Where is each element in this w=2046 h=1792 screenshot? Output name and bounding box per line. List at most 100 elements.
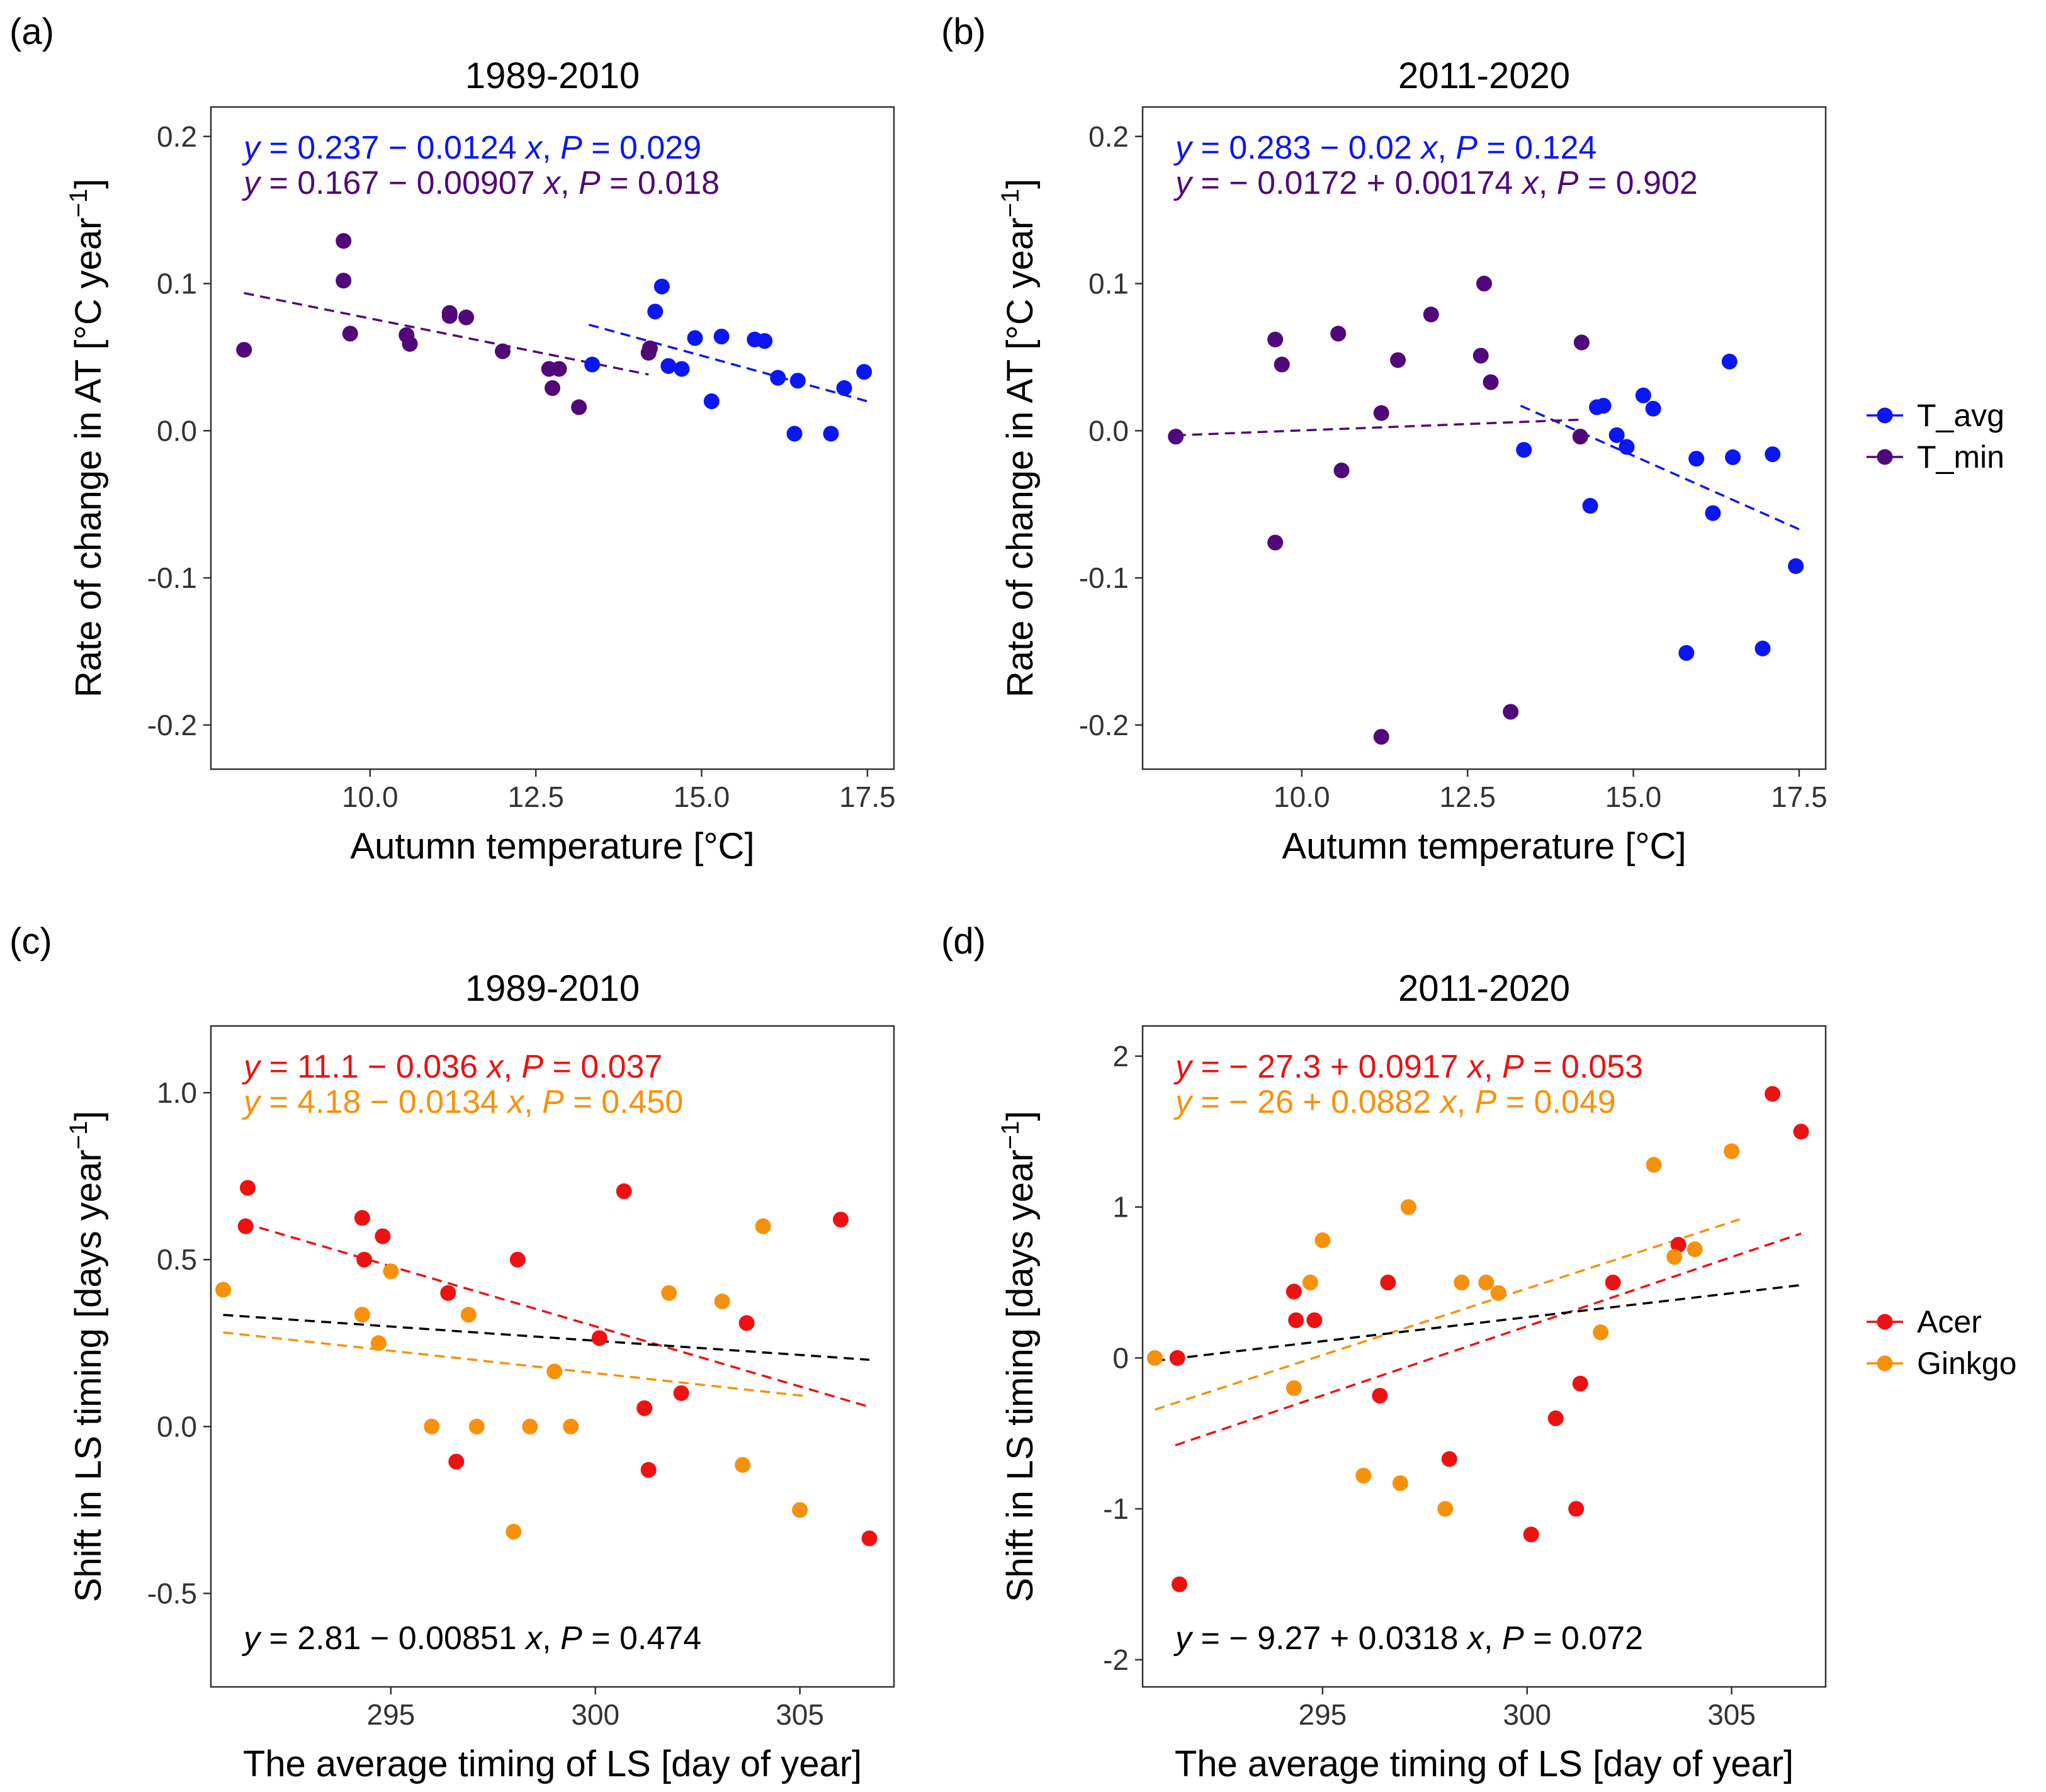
equation-combined: y = 2.81 − 0.00851 x, P = 0.474 xyxy=(242,1620,701,1657)
equation-combined: y = − 9.27 + 0.0318 x, P = 0.072 xyxy=(1173,1620,1643,1657)
data-point-t_avg xyxy=(789,373,806,389)
data-point-t_min xyxy=(1423,307,1439,323)
data-point-t_min xyxy=(336,233,352,249)
panel-label: (d) xyxy=(941,921,986,962)
data-point-ginkgo xyxy=(1490,1285,1506,1301)
legend-label: T_min xyxy=(1917,439,2004,475)
data-point-acer xyxy=(1670,1237,1687,1253)
x-axis-label: The average timing of LS [day of year] xyxy=(243,1744,862,1784)
data-point-t_min xyxy=(441,308,458,324)
data-point-ginkgo xyxy=(735,1457,751,1473)
data-point-t_min xyxy=(1333,462,1350,478)
y-axis-label-superscript: −1 xyxy=(65,1121,93,1150)
data-point-ginkgo xyxy=(546,1363,563,1380)
data-point-t_min xyxy=(1483,374,1499,390)
data-point-ginkgo xyxy=(424,1418,440,1434)
fit-line-t_avg xyxy=(1520,404,1800,531)
data-point-t_min xyxy=(336,273,352,289)
fit-line-t_min xyxy=(1175,419,1581,437)
data-point-t_avg xyxy=(1688,451,1705,467)
data-point-ginkgo xyxy=(1314,1232,1331,1248)
x-axis-label: Autumn temperature [°C] xyxy=(1282,826,1686,867)
data-point-t_min xyxy=(1168,429,1184,445)
data-point-ginkgo xyxy=(460,1307,477,1323)
data-point-t_avg xyxy=(1705,505,1721,521)
data-point-acer xyxy=(354,1210,370,1226)
y-tick-label: -0.2 xyxy=(147,709,197,741)
data-point-acer xyxy=(1793,1124,1809,1140)
legend-key-point xyxy=(1877,1314,1893,1330)
data-point-acer xyxy=(636,1400,653,1416)
y-tick-label: 0.0 xyxy=(157,414,197,447)
data-point-ginkgo xyxy=(792,1502,808,1518)
data-point-t_avg xyxy=(1645,400,1661,417)
data-point-t_min xyxy=(551,361,567,377)
y-axis-label-main: Shift in LS timing [days year xyxy=(68,1149,109,1602)
legend-key-point xyxy=(1877,407,1893,424)
data-point-t_min xyxy=(1330,325,1347,342)
legend-label: Acer xyxy=(1917,1304,1982,1339)
data-point-ginkgo xyxy=(563,1418,579,1434)
x-tick-label: 10.0 xyxy=(342,780,398,813)
data-point-acer xyxy=(239,1180,256,1196)
fit-line-t_min xyxy=(244,291,649,376)
data-point-t_avg xyxy=(770,369,786,386)
y-tick-label: -2 xyxy=(1103,1643,1129,1676)
data-point-t_avg xyxy=(653,278,670,295)
data-point-ginkgo xyxy=(1593,1324,1609,1341)
fit-line-acer xyxy=(243,1222,870,1408)
data-point-ginkgo xyxy=(661,1285,677,1301)
legend-1: T_avg T_min xyxy=(1867,398,2004,475)
data-point-t_min xyxy=(1573,334,1590,351)
y-axis-label-main: Rate of change in AT [°C year xyxy=(1000,218,1041,698)
data-point-t_min xyxy=(402,335,418,352)
data-point-t_avg xyxy=(674,361,690,377)
data-point-acer xyxy=(237,1218,254,1234)
panel-d: (d) 2011-2020 295 300 305 -2 -1 0 1 2 The average … xyxy=(941,921,1827,1784)
data-point-t_avg xyxy=(786,425,803,442)
data-point-t_min xyxy=(1373,729,1389,745)
data-point-ginkgo xyxy=(383,1263,399,1280)
data-point-ginkgo xyxy=(354,1307,370,1323)
x-tick-label: 295 xyxy=(1298,1698,1347,1731)
data-point-t_avg xyxy=(1635,387,1651,403)
data-point-ginkgo xyxy=(1355,1467,1372,1484)
data-point-ginkgo xyxy=(506,1523,522,1540)
data-point-t_avg xyxy=(1788,558,1804,574)
x-tick-label: 15.0 xyxy=(674,780,730,813)
x-tick-label: 12.5 xyxy=(1439,780,1496,813)
y-tick-label: 0.2 xyxy=(1088,120,1129,153)
x-tick-label: 12.5 xyxy=(507,780,564,813)
y-tick-label: 0.0 xyxy=(1088,414,1129,447)
legend-label: T_avg xyxy=(1917,398,2004,433)
legend-key-point xyxy=(1877,449,1893,465)
data-point-acer xyxy=(1572,1375,1588,1392)
x-tick-label: 17.5 xyxy=(839,780,896,813)
data-point-acer xyxy=(673,1385,689,1401)
data-point-t_avg xyxy=(1595,398,1612,414)
equation-acer: y = 11.1 − 0.036 x, P = 0.037 xyxy=(242,1049,662,1085)
data-point-acer xyxy=(375,1228,391,1244)
data-point-acer xyxy=(738,1315,755,1331)
chart-title: 2011-2020 xyxy=(1398,55,1570,96)
data-point-acer xyxy=(1441,1451,1457,1467)
data-point-t_min xyxy=(1274,356,1290,373)
x-tick-label: 10.0 xyxy=(1274,780,1330,813)
data-point-acer xyxy=(616,1183,632,1199)
data-point-acer xyxy=(1568,1501,1585,1517)
panel-label: (a) xyxy=(9,11,54,52)
data-point-t_avg xyxy=(1516,442,1532,458)
y-axis-label-close: ] xyxy=(1000,1111,1041,1121)
panel-c: (c) 1989-2010 295 300 305 -0.5 0.0 0.5 1.0 The av… xyxy=(9,921,895,1784)
panel-b: (b) 2011-2020 10.0 12.5 15.0 17.5 -0.2 -0.1 0.0 0… xyxy=(941,11,1828,867)
x-tick-label: 305 xyxy=(1707,1698,1756,1731)
data-point-ginkgo xyxy=(1454,1275,1470,1291)
y-tick-label: 0.0 xyxy=(157,1410,197,1443)
legend-2: Acer Ginkgo xyxy=(1867,1304,2016,1381)
chart-title: 2011-2020 xyxy=(1398,968,1570,1009)
data-point-t_min xyxy=(236,342,252,358)
data-point-ginkgo xyxy=(1302,1275,1318,1291)
data-point-t_avg xyxy=(1755,640,1771,657)
data-point-t_min xyxy=(1373,405,1389,421)
data-point-t_min xyxy=(1267,331,1284,347)
